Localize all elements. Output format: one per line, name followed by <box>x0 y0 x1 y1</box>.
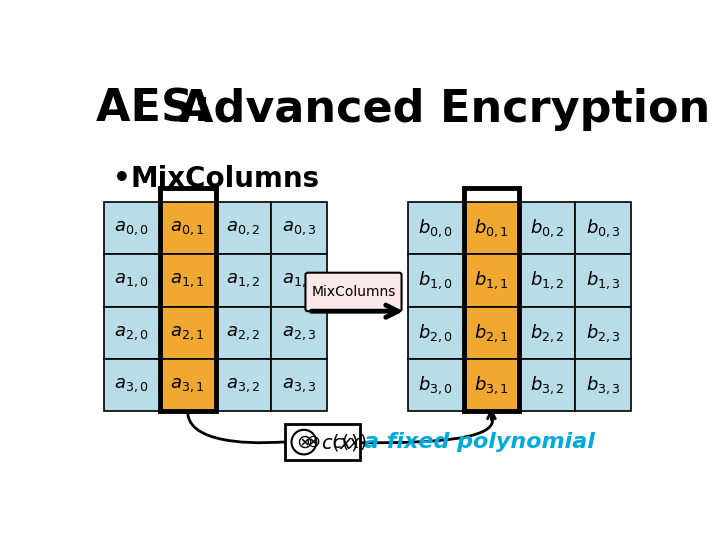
Bar <box>215 254 271 307</box>
Text: MixColumns: MixColumns <box>130 165 320 193</box>
Bar <box>160 188 215 411</box>
Text: $a_{1,3}$: $a_{1,3}$ <box>282 272 317 289</box>
Bar <box>408 359 464 411</box>
Text: $b_{1,0}$: $b_{1,0}$ <box>418 269 453 291</box>
Bar <box>160 359 215 411</box>
Text: $a_{0,2}$: $a_{0,2}$ <box>226 219 261 237</box>
Bar <box>575 307 631 359</box>
Bar <box>519 202 575 254</box>
Bar <box>408 307 464 359</box>
Bar <box>519 307 575 359</box>
Text: $a_{2,0}$: $a_{2,0}$ <box>114 324 149 342</box>
Text: Advanced Encryption Standard: Advanced Encryption Standard <box>179 88 720 131</box>
Text: $a_{0,0}$: $a_{0,0}$ <box>114 219 149 237</box>
Text: $c(x)$: $c(x)$ <box>332 432 366 452</box>
Text: $b_{0,3}$: $b_{0,3}$ <box>585 217 621 239</box>
Text: $b_{3,2}$: $b_{3,2}$ <box>530 374 564 396</box>
Bar <box>464 359 519 411</box>
Text: $b_{2,2}$: $b_{2,2}$ <box>530 322 564 343</box>
Bar <box>575 254 631 307</box>
Bar <box>408 202 464 254</box>
Text: $b_{2,3}$: $b_{2,3}$ <box>585 322 621 343</box>
Text: $b_{1,2}$: $b_{1,2}$ <box>530 269 564 291</box>
Bar <box>215 307 271 359</box>
Text: MixColumns: MixColumns <box>311 285 396 299</box>
Bar <box>464 188 519 411</box>
Text: $a_{1,2}$: $a_{1,2}$ <box>226 272 261 289</box>
Bar <box>160 254 215 307</box>
Text: AES:: AES: <box>96 88 227 131</box>
Bar <box>271 307 327 359</box>
Text: $a_{2,1}$: $a_{2,1}$ <box>171 324 205 342</box>
Text: $b_{3,0}$: $b_{3,0}$ <box>418 374 453 396</box>
Bar <box>160 307 215 359</box>
Text: $b_{3,1}$: $b_{3,1}$ <box>474 374 509 396</box>
Text: $b_{1,3}$: $b_{1,3}$ <box>585 269 621 291</box>
Text: $a_{2,3}$: $a_{2,3}$ <box>282 324 317 342</box>
Bar <box>104 307 160 359</box>
Text: $b_{2,0}$: $b_{2,0}$ <box>418 322 453 343</box>
Text: $\otimes$: $\otimes$ <box>296 433 312 451</box>
Bar <box>215 202 271 254</box>
Text: $b_{0,1}$: $b_{0,1}$ <box>474 217 509 239</box>
Text: $b_{3,3}$: $b_{3,3}$ <box>585 374 621 396</box>
Text: $b_{0,2}$: $b_{0,2}$ <box>530 217 564 239</box>
Bar <box>104 359 160 411</box>
Bar <box>271 254 327 307</box>
Bar <box>271 359 327 411</box>
Text: $b_{2,1}$: $b_{2,1}$ <box>474 322 509 343</box>
Bar <box>160 202 215 254</box>
Text: $a_{3,1}$: $a_{3,1}$ <box>171 376 205 394</box>
Text: $a_{0,1}$: $a_{0,1}$ <box>171 219 205 237</box>
Bar <box>519 254 575 307</box>
Text: •: • <box>113 165 131 193</box>
Bar <box>575 202 631 254</box>
Bar <box>464 307 519 359</box>
Text: $c(x)$: $c(x)$ <box>321 431 359 453</box>
Bar <box>271 202 327 254</box>
Bar <box>519 359 575 411</box>
Bar <box>464 202 519 254</box>
Text: $a_{2,2}$: $a_{2,2}$ <box>226 324 261 342</box>
Bar <box>464 254 519 307</box>
Text: $b_{0,0}$: $b_{0,0}$ <box>418 217 453 239</box>
Text: $a_{0,3}$: $a_{0,3}$ <box>282 219 317 237</box>
Text: $a_{1,1}$: $a_{1,1}$ <box>171 272 205 289</box>
Bar <box>408 254 464 307</box>
Text: $b_{1,1}$: $b_{1,1}$ <box>474 269 509 291</box>
Bar <box>285 424 360 460</box>
Text: $a_{3,0}$: $a_{3,0}$ <box>114 376 149 394</box>
Text: $a_{1,0}$: $a_{1,0}$ <box>114 272 149 289</box>
Bar <box>575 359 631 411</box>
Circle shape <box>292 430 316 455</box>
Bar <box>104 202 160 254</box>
Text: $a_{3,3}$: $a_{3,3}$ <box>282 376 317 394</box>
Text: $a_{3,2}$: $a_{3,2}$ <box>226 376 261 394</box>
FancyBboxPatch shape <box>305 273 402 311</box>
Bar <box>104 254 160 307</box>
Text: $\otimes$: $\otimes$ <box>305 433 321 451</box>
Bar <box>215 359 271 411</box>
Text: a fixed polynomial: a fixed polynomial <box>364 432 595 452</box>
